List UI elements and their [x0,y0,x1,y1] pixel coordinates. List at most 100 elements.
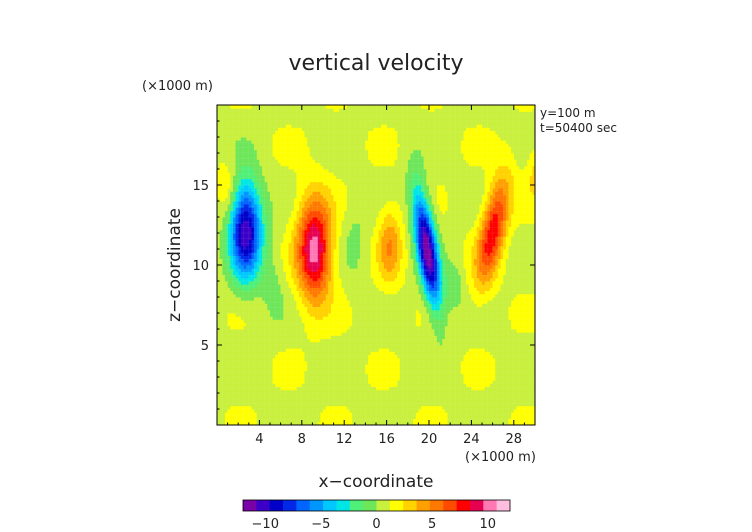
field-cell [423,325,427,330]
field-cell [418,332,422,336]
field-cell [346,377,350,381]
field-cell [219,354,223,359]
field-cell [407,325,411,330]
field-cell [516,303,520,307]
field-cell [505,332,509,336]
field-cell [431,415,435,419]
field-cell [354,389,358,394]
field-cell [354,405,358,410]
field-cell [262,393,266,397]
field-cell [267,297,271,301]
field-cell [431,380,435,384]
field-cell [389,348,393,352]
field-cell [360,357,364,362]
field-cell [251,293,255,298]
field-cell [450,329,454,333]
field-cell [381,293,385,298]
field-cell [301,364,305,368]
field-cell [346,409,350,413]
field-cell [524,418,528,423]
field-cell [429,418,433,423]
field-cell [275,361,279,365]
field-cell [519,319,523,323]
field-cell [505,393,509,397]
field-cell [232,325,236,330]
field-cell [434,345,438,349]
field-cell [357,405,361,410]
field-cell [389,351,393,355]
field-cell [436,303,440,307]
field-cell [505,405,509,410]
field-cell [293,313,297,317]
field-cell [344,309,348,314]
field-cell [235,351,239,355]
field-cell [413,405,417,410]
field-cell [291,412,295,416]
field-cell [254,418,258,423]
field-cell [373,393,377,397]
field-cell [410,409,414,413]
field-cell [315,393,319,397]
field-cell [280,402,284,407]
field-cell [320,377,324,381]
field-cell [352,415,356,419]
field-cell [288,396,292,400]
field-cell [376,380,380,384]
field-cell [436,345,440,349]
field-cell [405,389,409,394]
field-cell [418,409,422,413]
field-cell [389,303,393,307]
field-cell [238,316,242,320]
field-cell [399,361,403,365]
field-cell [325,319,329,323]
field-cell [299,300,303,304]
field-cell [264,418,268,423]
field-cell [285,338,289,343]
field-cell [511,345,515,349]
field-cell [439,313,443,317]
field-cell [471,348,475,352]
field-cell [330,377,334,381]
field-cell [323,361,327,365]
field-cell [407,306,411,311]
field-cell [330,316,334,320]
field-cell [275,396,279,400]
field-cell [487,393,491,397]
field-cell [431,396,435,400]
field-cell [341,415,345,419]
field-cell [513,415,517,419]
field-cell [370,418,374,423]
field-cell [238,293,242,298]
field-cell [309,377,313,381]
field-cell [460,402,464,407]
field-cell [272,351,276,355]
field-cell [232,303,236,307]
field-cell [413,380,417,384]
field-cell [474,357,478,362]
field-cell [346,309,350,314]
field-cell [431,399,435,403]
field-cell [275,335,279,339]
field-cell [381,415,385,419]
field-cell [482,415,486,419]
field-cell [383,361,387,365]
field-cell [307,412,311,416]
field-cell [370,345,374,349]
field-cell [447,396,451,400]
field-cell [489,367,493,371]
field-cell [495,405,499,410]
field-cell [442,405,446,410]
field-cell [529,389,533,394]
field-cell [386,322,390,327]
field-cell [444,297,448,301]
field-cell [389,364,393,368]
field-cell [482,316,486,320]
field-cell [439,415,443,419]
field-cell [240,300,244,304]
field-cell [521,367,525,371]
field-cell [447,309,451,314]
field-cell [524,364,528,368]
field-cell [365,399,369,403]
field-cell [394,309,398,314]
field-cell [336,300,340,304]
